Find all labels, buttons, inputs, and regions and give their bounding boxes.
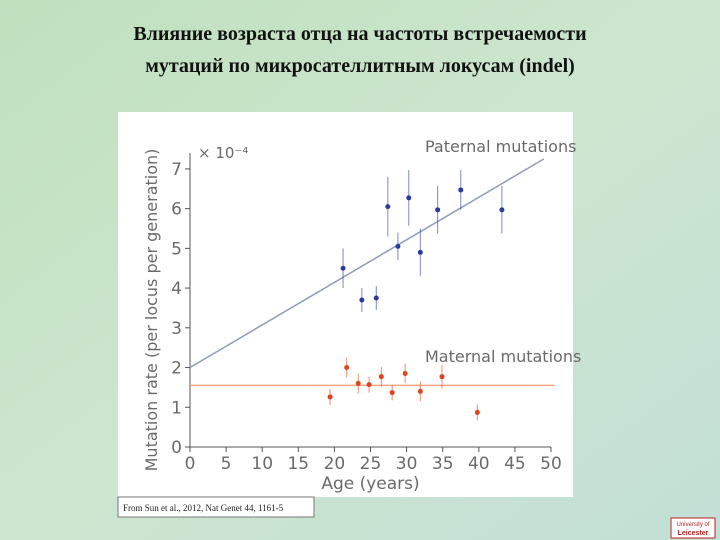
y-tick-label: 2 (171, 359, 182, 379)
point (417, 249, 423, 255)
point (327, 394, 333, 400)
point (458, 187, 464, 193)
point (378, 374, 384, 380)
chart-panel (118, 112, 573, 497)
fit-line (189, 158, 545, 369)
citation: From Sun et al., 2012, Nat Genet 44, 116… (123, 503, 284, 513)
point (402, 371, 408, 376)
x-tick-label: 15 (287, 454, 309, 474)
point (340, 265, 346, 271)
x-tick-label: 0 (185, 454, 196, 474)
logo-text: University of (676, 522, 709, 528)
point (395, 243, 401, 249)
point (499, 207, 505, 213)
series-label: Maternal mutations (425, 347, 581, 366)
point (366, 382, 372, 388)
point (417, 388, 423, 394)
x-tick-label: 40 (468, 454, 490, 474)
point (344, 365, 350, 371)
y-axis-label: Mutation rate (per locus per generation) (142, 149, 161, 472)
y-tick-label: 5 (171, 239, 182, 259)
point (385, 204, 391, 210)
x-tick-label: 5 (221, 454, 232, 474)
y-tick-label: 3 (171, 319, 182, 339)
citation-box (117, 496, 315, 518)
logo-text: Leicester (678, 530, 709, 537)
y-multiplier: × 10⁻⁴ (198, 144, 248, 162)
y-tick-label: 4 (171, 279, 182, 299)
point (373, 295, 379, 301)
point (435, 207, 441, 213)
x-tick-label: 45 (504, 454, 526, 474)
point (359, 297, 365, 303)
slide-title: Влияние возраста отца на частоты встреча… (133, 23, 586, 45)
point (439, 374, 445, 380)
x-tick-label: 50 (540, 454, 562, 474)
point (355, 380, 361, 386)
x-tick-label: 20 (324, 454, 346, 474)
point (406, 195, 412, 201)
point (474, 409, 480, 415)
y-tick-label: 0 (171, 438, 182, 458)
slide-title: мутаций по микросателлитным локусам (ind… (145, 55, 575, 77)
series-label: Paternal mutations (425, 137, 576, 156)
x-axis-label: Age (years) (321, 474, 419, 494)
logo (670, 517, 716, 539)
y-tick-label: 7 (171, 160, 182, 180)
x-tick-label: 10 (251, 454, 273, 474)
y-tick-label: 6 (171, 200, 182, 220)
x-tick-label: 30 (396, 454, 418, 474)
x-tick-label: 35 (432, 454, 454, 474)
y-tick-label: 1 (171, 398, 182, 418)
x-tick-label: 25 (360, 454, 382, 474)
point (389, 390, 395, 396)
